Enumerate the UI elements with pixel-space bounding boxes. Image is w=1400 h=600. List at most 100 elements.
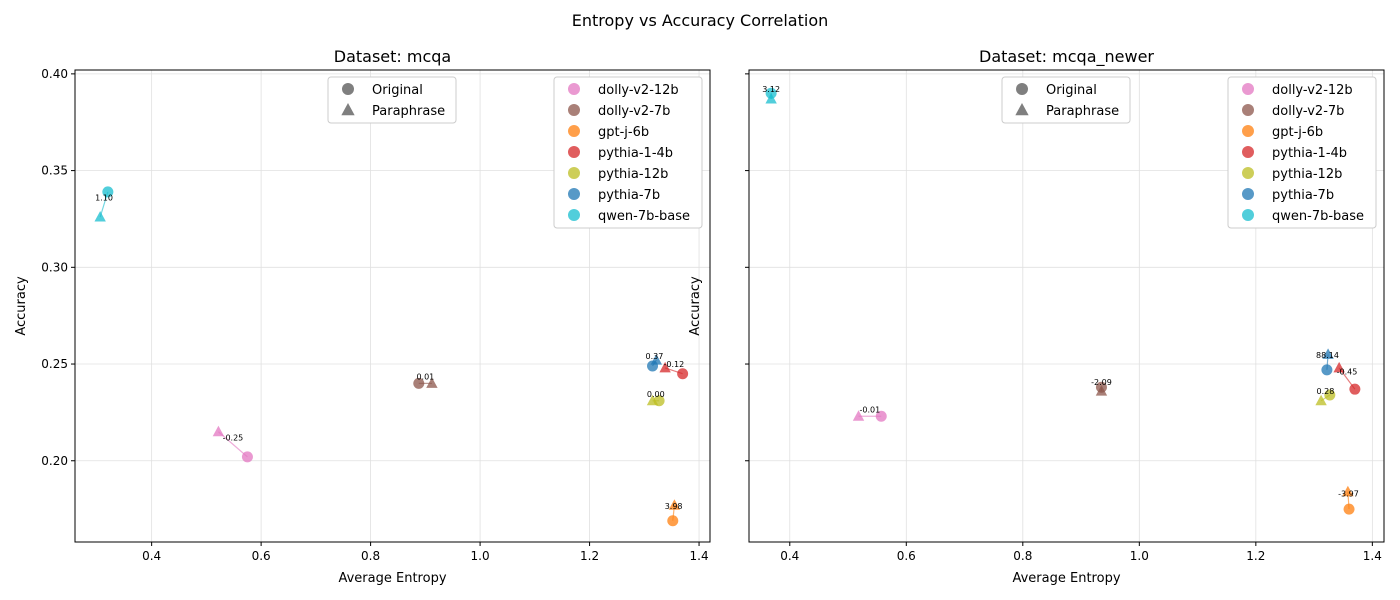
legend-label-qwen-7b-base: qwen-7b-base	[598, 209, 690, 224]
point-original-qwen-7b-base	[102, 186, 114, 198]
axes-frame	[748, 69, 1385, 543]
point-paraphrase-dolly-v2-12b	[212, 425, 225, 437]
legend-label-gpt-j-6b: gpt-j-6b	[598, 125, 649, 140]
legend-swatch-dolly-v2-7b	[568, 104, 580, 116]
legend-swatch-pythia-1-4b	[1242, 146, 1254, 158]
legend-triangle-marker	[341, 103, 355, 116]
legend-label-dolly-v2-7b: dolly-v2-7b	[598, 104, 670, 119]
legend-swatch-gpt-j-6b	[568, 125, 580, 137]
y-tick-label: 0.25	[41, 357, 68, 371]
point-paraphrase-pythia-1-4b	[1333, 361, 1345, 373]
point-original-pythia-7b	[1321, 364, 1333, 376]
axes-frame	[74, 69, 711, 543]
legend-swatch-dolly-v2-7b	[1242, 104, 1254, 116]
x-tick-label: 0.4	[142, 549, 161, 563]
y-tick-label: 0.20	[41, 454, 68, 468]
point-original-dolly-v2-7b	[413, 377, 425, 389]
y-tick-label: 0.35	[41, 164, 68, 178]
point-original-dolly-v2-12b	[241, 451, 253, 463]
annotation-pythia-7b: 0.37	[646, 352, 664, 361]
x-tick-label: 0.8	[1013, 549, 1032, 563]
point-paraphrase-pythia-7b	[650, 354, 663, 365]
legend-box	[553, 76, 703, 229]
annotation-qwen-7b-base: 3.12	[762, 85, 780, 94]
x-tick-label: 1.0	[471, 549, 490, 563]
legend-label: Paraphrase	[1046, 104, 1119, 119]
point-paraphrase-dolly-v2-7b	[1095, 385, 1108, 396]
x-tick-label: 0.6	[252, 549, 271, 563]
legend-label-dolly-v2-12b: dolly-v2-12b	[1272, 83, 1353, 98]
legend-swatch-qwen-7b-base	[568, 209, 580, 221]
point-paraphrase-gpt-j-6b	[1342, 485, 1354, 497]
x-tick-label: 1.0	[1130, 549, 1149, 563]
legend-label: Original	[1046, 83, 1097, 98]
x-axis-label: Average Entropy	[338, 571, 446, 586]
panel-title: Dataset: mcqa	[334, 47, 451, 66]
legend-models: dolly-v2-12b dolly-v2-7b gpt-j-6b pythia-1-…	[1227, 76, 1377, 229]
y-axis-label: Accuracy	[688, 276, 703, 336]
legend-label-pythia-7b: pythia-7b	[1272, 188, 1334, 203]
legend-label-gpt-j-6b: gpt-j-6b	[1272, 125, 1323, 140]
point-paraphrase-dolly-v2-7b	[426, 377, 438, 388]
annotation-pythia-1-4b: -0.45	[1337, 368, 1358, 377]
legend-box	[327, 76, 457, 124]
point-paraphrase-qwen-7b-base	[94, 211, 106, 222]
x-tick-label: 0.4	[780, 549, 799, 563]
legend-label-dolly-v2-7b: dolly-v2-7b	[1272, 104, 1344, 119]
point-paraphrase-gpt-j-6b	[668, 499, 681, 510]
point-original-gpt-j-6b	[1343, 503, 1355, 515]
annotation-dolly-v2-12b: -0.25	[223, 433, 244, 442]
point-paraphrase-qwen-7b-base	[765, 93, 777, 104]
panel-mcqa-newer: 0.4 0.6 0.8 1.0 1.2 1.4 Dataset: mcqa_newer Ave…	[688, 47, 1385, 586]
annotation-pythia-1-4b: -0.12	[664, 360, 685, 369]
point-original-pythia-12b	[1324, 389, 1336, 401]
legend-swatch-pythia-7b	[1242, 188, 1254, 200]
legend-swatch-pythia-1-4b	[568, 146, 580, 158]
legend-circle-marker	[1016, 83, 1028, 95]
x-tick-label: 0.6	[897, 549, 916, 563]
x-tick-label: 0.8	[361, 549, 380, 563]
panel-title: Dataset: mcqa_newer	[979, 47, 1154, 67]
legend-triangle-marker	[1015, 103, 1029, 116]
point-original-pythia-1-4b	[1349, 383, 1361, 395]
x-tick-label: 1.4	[690, 549, 709, 563]
y-tick-label: 0.40	[41, 67, 68, 81]
legend-swatch-pythia-12b	[568, 167, 580, 179]
annotation-dolly-v2-12b: -0.01	[860, 405, 881, 414]
annotation-dolly-v2-7b: -2.09	[1091, 378, 1112, 387]
annotation-gpt-j-6b: -3.97	[1338, 489, 1359, 498]
legend-label-pythia-12b: pythia-12b	[598, 167, 668, 182]
x-axis-label: Average Entropy	[1012, 571, 1120, 586]
y-tick-label: 0.30	[41, 260, 68, 274]
legend-label-dolly-v2-12b: dolly-v2-12b	[598, 83, 679, 98]
point-paraphrase-pythia-12b	[646, 394, 659, 406]
legend-box	[1227, 76, 1377, 229]
annotation-dolly-v2-7b: 0.01	[416, 372, 434, 381]
legend-label: Original	[372, 83, 423, 98]
legend-swatch-dolly-v2-12b	[1242, 83, 1254, 95]
point-original-pythia-1-4b	[677, 368, 689, 380]
legend-markers: Original Paraphrase	[1001, 76, 1131, 124]
legend-swatch-pythia-12b	[1242, 167, 1254, 179]
x-tick-label: 1.2	[580, 549, 599, 563]
legend-label-qwen-7b-base: qwen-7b-base	[1272, 209, 1364, 224]
legend-swatch-gpt-j-6b	[1242, 125, 1254, 137]
annotation-pythia-12b: 0.00	[647, 390, 665, 399]
point-paraphrase-pythia-1-4b	[659, 361, 671, 373]
legend-label-pythia-1-4b: pythia-1-4b	[1272, 146, 1347, 161]
legend-swatch-qwen-7b-base	[1242, 209, 1254, 221]
annotation-qwen-7b-base: 1.10	[95, 193, 113, 202]
legend-models: dolly-v2-12b dolly-v2-7b gpt-j-6b pythia-1-…	[553, 76, 703, 229]
y-axis-label: Accuracy	[14, 276, 29, 336]
point-paraphrase-pythia-7b	[1322, 348, 1334, 359]
legend-box	[1001, 76, 1131, 124]
point-original-gpt-j-6b	[667, 515, 679, 527]
legend-label: Paraphrase	[372, 104, 445, 119]
annotation-gpt-j-6b: 3.98	[665, 502, 683, 511]
panel-mcqa: 0.4 0.6 0.8 1.0 1.2 1.4 0.20 0.25 0.30 0.35 0.40 Da…	[14, 47, 711, 586]
legend-swatch-dolly-v2-12b	[568, 83, 580, 95]
legend-markers: Original Paraphrase	[327, 76, 457, 124]
legend-circle-marker	[342, 83, 354, 95]
legend-swatch-pythia-7b	[568, 188, 580, 200]
